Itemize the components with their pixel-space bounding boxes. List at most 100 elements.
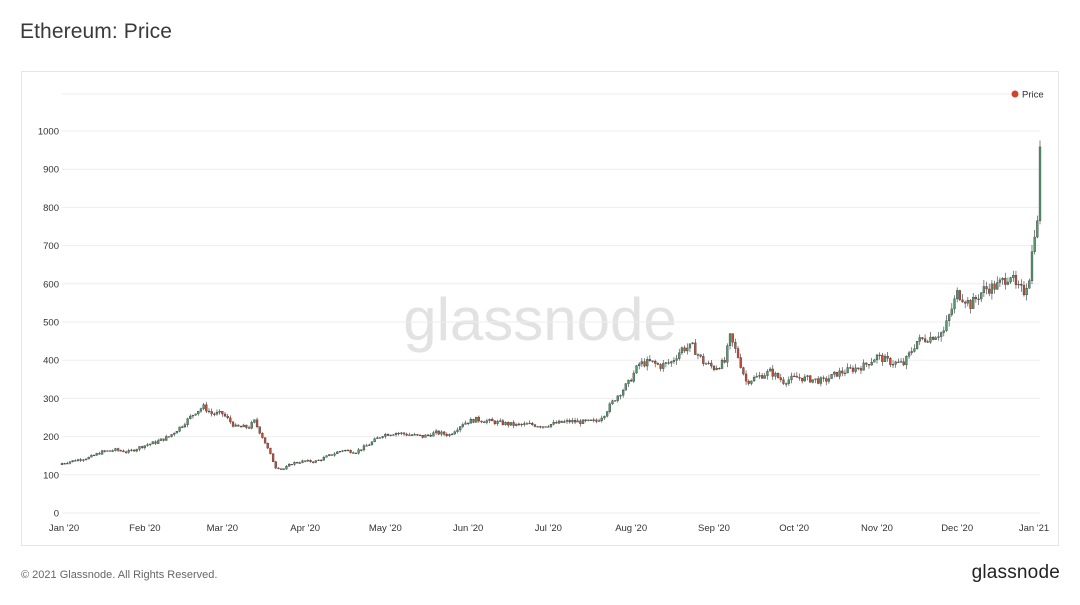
candle-up [1009,277,1012,283]
candle-down [977,298,980,300]
candle-up [234,424,237,427]
candle-down [520,423,523,426]
y-tick-label: 1000 [38,127,59,138]
y-tick-label: 400 [43,356,59,367]
candle-down [245,424,248,428]
candle-up [357,449,360,454]
candle-down [493,420,497,424]
y-tick-label: 900 [43,165,59,176]
candle-up [106,450,109,452]
candle-down [702,356,705,364]
candle-up [846,367,849,374]
candle-up [314,460,317,463]
candle-down [809,375,812,383]
candle-down [630,379,633,382]
candle-up [523,423,526,425]
candle-up [183,424,187,428]
candle-down [736,348,740,358]
candle-up [322,457,326,461]
candle-down [560,420,563,423]
candle-up [60,463,64,466]
candle-up [830,374,833,379]
candle-up [597,420,601,422]
candle-down [483,421,486,423]
y-tick-label: 0 [54,509,59,520]
footer-logo[interactable]: glassnode [971,562,1060,583]
candle-up [528,422,531,425]
candle-down [507,422,510,426]
candle-up [854,367,857,372]
y-tick-label: 300 [43,394,59,405]
candle-up [552,422,555,425]
candle-down [798,377,801,379]
candle-down [958,290,961,301]
candle-up [453,431,456,435]
candle-down [442,431,446,435]
candle-up [945,320,948,331]
candle-up [662,363,665,369]
candle-up [942,330,945,333]
candle-up [918,337,921,342]
candle-up [285,466,288,470]
y-axis-ticks: 0 100 200 300 400 500 600 700 800 900 1000 [38,127,59,520]
candle-up [250,422,253,429]
candle-up [728,333,732,346]
candle-up [287,464,291,467]
x-tick-label: Aug '20 [615,523,647,534]
candle-up [624,383,627,391]
candle-up [827,378,831,382]
candle-down [859,368,863,371]
candle-up [181,426,184,428]
candle-down [237,424,240,427]
candle-up [752,377,756,382]
candle-up [1017,283,1020,286]
candle-down [402,432,406,435]
candle-up [464,422,467,425]
candle-up [202,404,205,409]
candle-up [218,411,221,413]
candle-up [670,361,673,364]
candle-up [838,370,841,377]
candle-up [378,437,382,439]
candle-up [186,418,189,425]
candle-down [857,367,860,369]
candle-down [92,454,96,457]
candle-up [199,408,203,412]
candle-down [269,447,272,454]
y-tick-label: 700 [43,241,59,252]
candle-down [969,300,972,309]
candle-up [130,449,133,451]
candle-up [600,417,603,421]
candle-down [141,446,144,448]
candle-down [589,419,593,421]
candle-down [205,404,208,412]
candle-down [213,413,216,415]
candle-down [667,362,670,364]
candle-down [445,434,448,436]
candle-down [525,423,529,425]
candle-up [159,438,163,441]
candle-up [806,375,809,377]
candle-down [346,449,350,452]
candle-down [889,358,892,365]
candle-down [207,410,211,413]
legend[interactable]: Price [1011,90,1044,101]
candle-down [779,377,782,380]
candle-up [956,290,959,300]
candle-down [902,361,905,366]
candle-down [330,454,334,456]
candle-up [619,395,622,397]
candle-up [84,458,88,460]
candle-up [475,416,478,423]
candle-down [867,364,871,366]
candle-up [1030,251,1034,281]
candle-down [426,434,430,436]
candle-up [151,441,154,445]
candle-down [354,452,358,454]
candle-down [416,434,419,436]
candle-down [776,373,780,378]
candle-up [982,286,986,293]
candle-down [133,449,136,452]
candle-up [549,424,553,427]
candle-down [397,432,400,435]
